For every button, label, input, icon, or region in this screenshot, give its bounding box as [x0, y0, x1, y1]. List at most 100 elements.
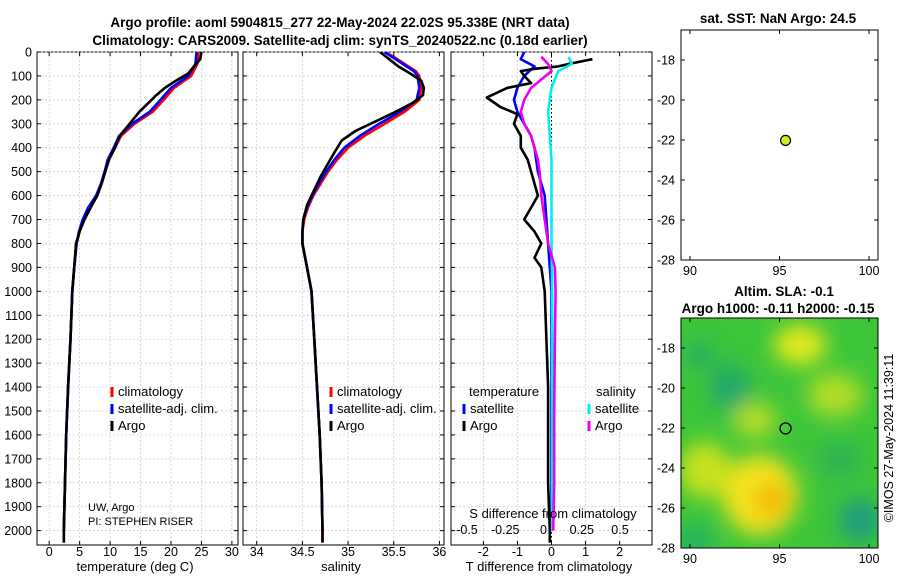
s-diff-tick-label: -0.25: [491, 523, 520, 537]
map-lon-tick-label: 100: [859, 264, 880, 278]
depth-tick-label: 1500: [4, 404, 32, 418]
map-lon-tick-label: 95: [773, 264, 787, 278]
map-lat-tick-label: -22: [657, 422, 675, 436]
legend-argo-label: Argo: [337, 418, 364, 433]
depth-tick-label: 1400: [4, 381, 32, 395]
series-line-argo-salinity: [519, 55, 557, 531]
depth-tick-label: 700: [11, 213, 32, 227]
depth-tick-label: 1700: [4, 452, 32, 466]
x-tick-label: 30: [225, 545, 239, 559]
legend-t-argo-label: Argo: [470, 418, 497, 433]
s-diff-tick-label: 0: [540, 523, 547, 537]
legend-argo-label: Argo: [118, 418, 145, 433]
series-line-argo-temperature: [485, 57, 593, 543]
x-tick-label: -2: [478, 545, 489, 559]
depth-tick-label: 800: [11, 237, 32, 251]
series-line-argo: [62, 52, 203, 543]
figure-title-line1: Argo profile: aoml 5904815_277 22-May-20…: [110, 15, 569, 30]
figure-title-line2: Climatology: CARS2009. Satellite-adj cli…: [92, 33, 587, 48]
x-tick-label: 10: [103, 545, 117, 559]
depth-tick-label: 1100: [5, 309, 32, 323]
legend-climatology-label: climatology: [337, 384, 403, 399]
map-lat-tick-label: -26: [657, 502, 675, 516]
map-lon-tick-label: 90: [683, 552, 697, 566]
x-tick-label: 36: [432, 545, 446, 559]
salinity-xlabel: salinity: [321, 559, 361, 574]
map-lat-tick-label: -26: [657, 214, 675, 228]
difference-xlabel: T difference from climatology: [466, 559, 633, 574]
series-line-salinity-satellite: [546, 56, 574, 531]
s-diff-tick-label: -0.5: [456, 523, 478, 537]
map-lat-tick-label: -24: [657, 462, 675, 476]
sla-heatmap-blobs: [681, 325, 878, 548]
depth-tick-label: 1200: [4, 333, 32, 347]
x-tick-label: 0: [46, 545, 53, 559]
temperature-panel: 0 5 10 15 20 25 30: [36, 51, 239, 559]
map-lat-tick-label: -22: [657, 134, 675, 148]
difference-panel: -2 -1 0 1 2 -0.5 -0.25 0 0.25 0.5: [450, 51, 653, 559]
depth-tick-label: 200: [11, 93, 32, 107]
depth-tick-label: 1000: [4, 285, 32, 299]
sla-title2: Argo h1000: -0.11 h2000: -0.15: [682, 301, 875, 316]
depth-tick-label: 300: [11, 117, 32, 131]
x-tick-label: 34: [250, 545, 264, 559]
x-tick-label: 0: [548, 545, 555, 559]
map-lat-tick-label: -28: [657, 542, 675, 556]
map-lon-tick-label: 100: [859, 552, 880, 566]
x-tick-label: 35: [341, 545, 355, 559]
salinity-axes-box: [242, 51, 445, 546]
sst-argo-location-marker: [779, 134, 792, 146]
legend-sat-adj-label: satellite-adj. clim.: [337, 401, 437, 416]
legend-sat-adj-label: satellite-adj. clim.: [118, 401, 218, 416]
depth-tick-label: 100: [11, 69, 32, 83]
depth-tick-label: 500: [11, 165, 32, 179]
depth-tick-label: 1300: [4, 357, 32, 371]
s-diff-tick-label: 0.25: [570, 523, 594, 537]
map-lat-tick-label: -20: [657, 382, 675, 396]
legend-climatology-label: climatology: [118, 384, 184, 399]
depth-tick-label: 900: [11, 261, 32, 275]
x-tick-label: -1: [512, 545, 523, 559]
legend-s-satellite-label: satellite: [595, 401, 639, 416]
temperature-axes-box: [36, 51, 239, 546]
x-tick-label: 35.5: [382, 545, 406, 559]
depth-tick-label: 1600: [4, 428, 32, 442]
map-lon-tick-label: 95: [773, 552, 787, 566]
depth-tick-label: 1900: [4, 500, 32, 514]
legend-t-satellite-label: satellite: [470, 401, 514, 416]
depth-tick-label: 2000: [4, 524, 32, 538]
salinity-legend: climatology satellite-adj. clim. Argo: [329, 384, 437, 433]
x-tick-label: 2: [616, 545, 623, 559]
credit-line1: UW, Argo: [88, 502, 134, 514]
x-tick-label: 25: [195, 545, 209, 559]
difference-legend: temperature salinity satellite Argo sate…: [462, 384, 639, 433]
imos-watermark: ©IMOS 27-May-2024 11:39:11: [882, 354, 896, 523]
sla-heatmap: [681, 318, 878, 548]
legend-temperature-heading: temperature: [469, 384, 539, 399]
s-diff-tick-label: 0.5: [611, 523, 628, 537]
sst-map-box: [680, 29, 879, 261]
depth-tick-label: 1800: [4, 476, 32, 490]
x-tick-label: 15: [134, 545, 148, 559]
map-lon-tick-label: 90: [683, 264, 697, 278]
sla-title1: Altim. SLA: -0.1: [734, 284, 834, 299]
depth-tick-label: 400: [11, 141, 32, 155]
temperature-legend: climatology satellite-adj. clim. Argo: [110, 384, 218, 433]
sla-argo-location-marker: [779, 422, 792, 435]
map-lat-tick-label: -24: [657, 174, 675, 188]
x-tick-label: 1: [582, 545, 589, 559]
map-lat-tick-label: -18: [657, 342, 675, 356]
credit-line2: PI: STEPHEN RISER: [88, 516, 193, 528]
x-tick-label: 5: [76, 545, 83, 559]
difference-x2label: S difference from climatology: [469, 506, 637, 521]
sst-title: sat. SST: NaN Argo: 24.5: [700, 11, 857, 26]
map-lat-tick-label: -28: [657, 254, 675, 268]
depth-tick-label: 600: [11, 189, 32, 203]
x-tick-label: 34.5: [290, 545, 314, 559]
map-lat-tick-label: -18: [657, 54, 675, 68]
legend-s-argo-label: Argo: [595, 418, 622, 433]
legend-salinity-heading: salinity: [596, 384, 636, 399]
temperature-xlabel: temperature (deg C): [76, 559, 193, 574]
x-tick-label: 20: [164, 545, 178, 559]
